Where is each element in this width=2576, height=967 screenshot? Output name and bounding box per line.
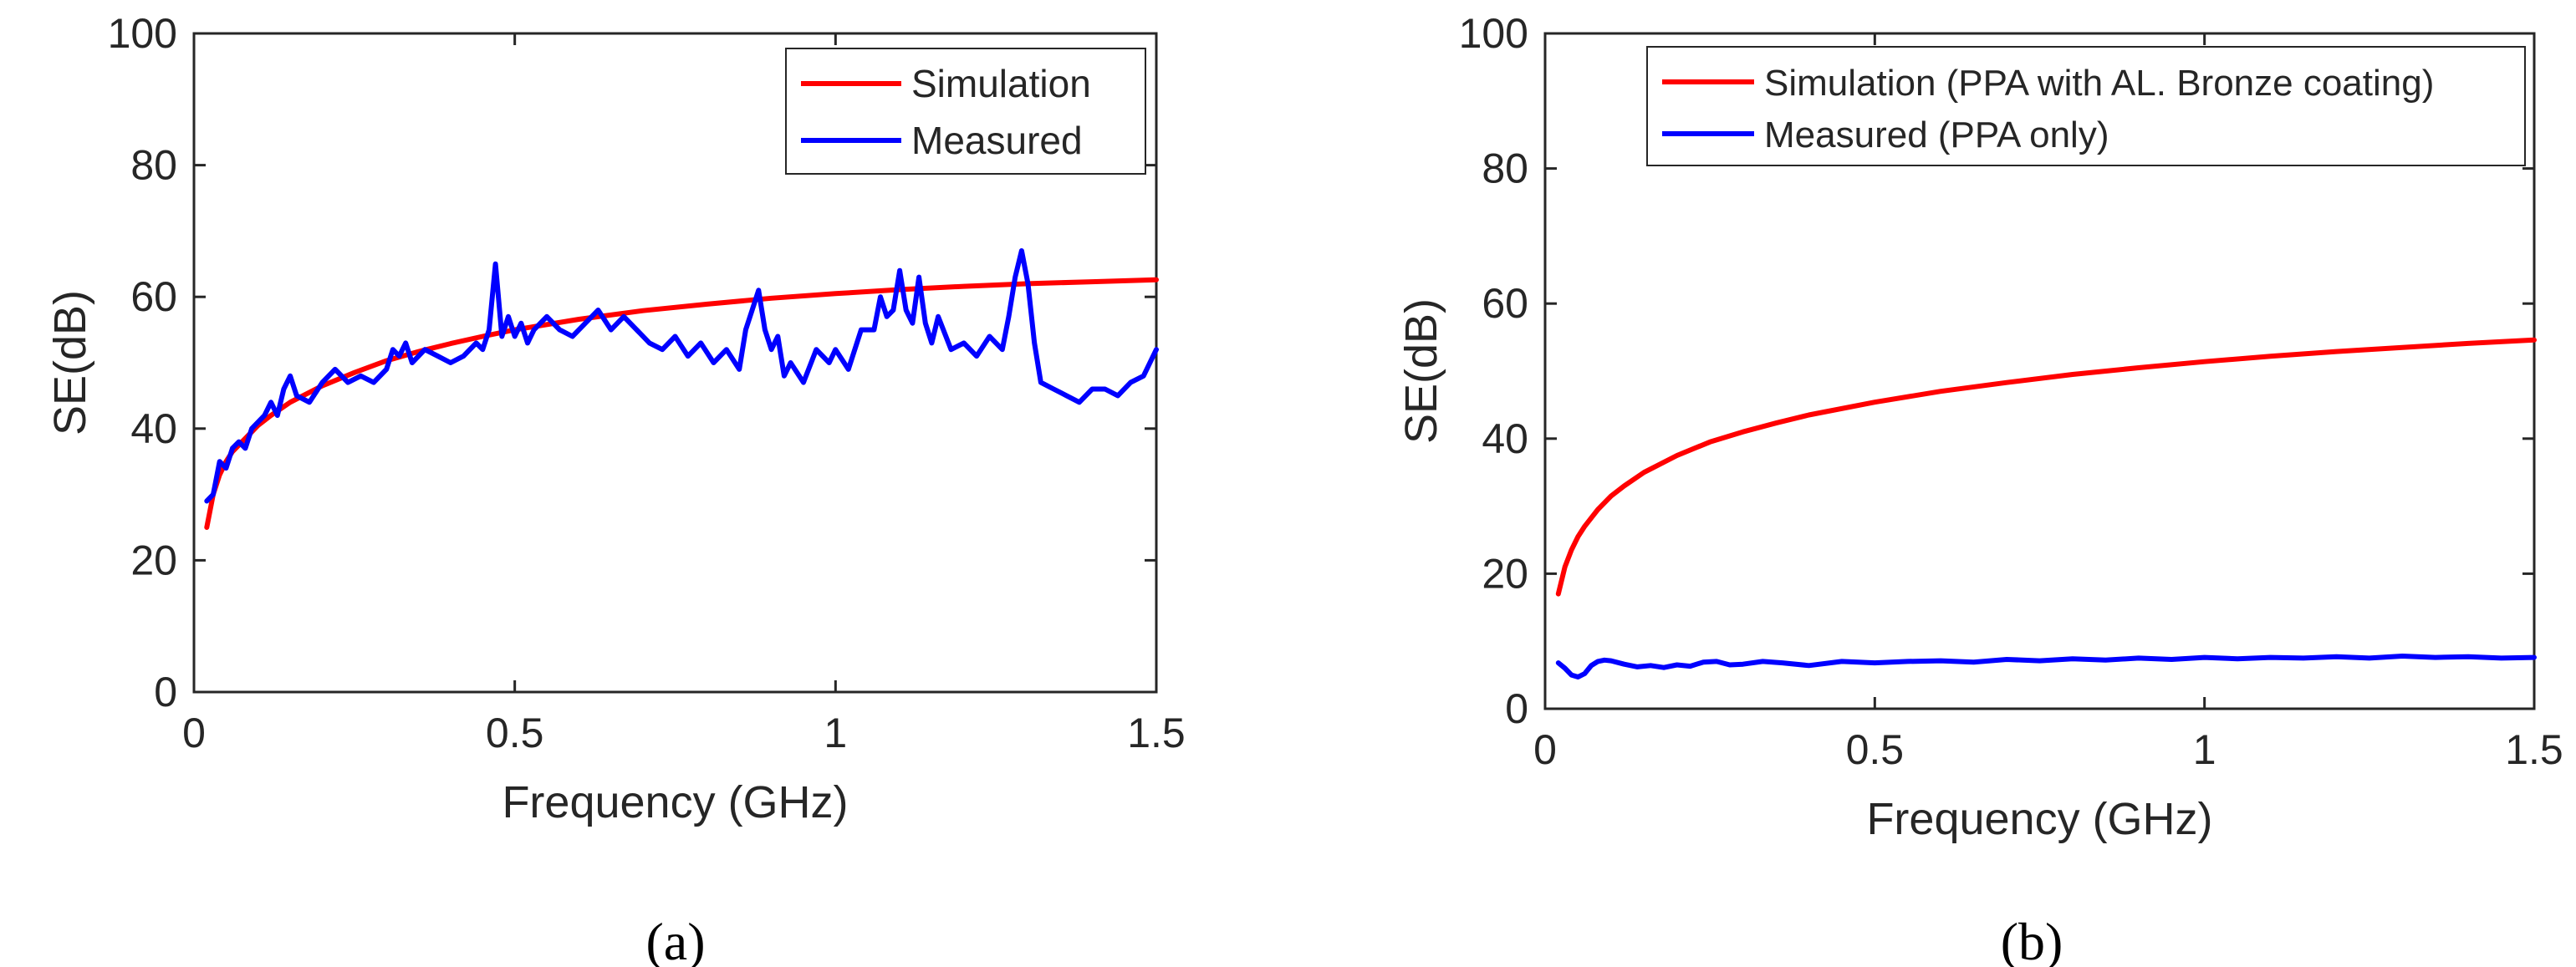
x-axis-label: Frequency (GHz) [502, 777, 848, 827]
y-tick-label: 0 [1505, 685, 1528, 732]
y-tick-label: 0 [154, 669, 177, 715]
legend-label: Simulation [911, 62, 1091, 105]
y-tick-label: 100 [108, 10, 177, 57]
legend-label: Measured (PPA only) [1764, 115, 2109, 155]
x-tick-label: 1.5 [1127, 710, 1186, 756]
x-tick-label: 1.5 [2505, 726, 2563, 773]
y-tick-label: 20 [130, 537, 177, 583]
y-tick-label: 80 [1482, 145, 1528, 192]
y-tick-label: 80 [130, 142, 177, 189]
legend: Simulation Measured [785, 48, 1146, 175]
y-axis-label: SE(dB) [45, 290, 95, 435]
legend-label: Measured [911, 119, 1083, 162]
series-line-measured [204, 248, 1159, 504]
x-tick-label: 1 [2193, 726, 2216, 773]
y-tick-label: 100 [1459, 10, 1528, 57]
y-axis-label: SE(dB) [1396, 298, 1446, 444]
legend: Simulation (PPA with AL. Bronze coating)… [1646, 46, 2526, 166]
y-tick-label: 60 [130, 273, 177, 320]
legend-box [1646, 46, 2526, 166]
y-tick-label: 40 [1482, 415, 1528, 462]
x-tick-label: 0.5 [1846, 726, 1905, 773]
y-tick-label: 40 [130, 405, 177, 452]
legend-label: Simulation (PPA with AL. Bronze coating) [1764, 63, 2434, 104]
series-line-measured [1555, 654, 2537, 679]
y-tick-label: 60 [1482, 280, 1528, 327]
x-tick-label: 0 [1533, 726, 1557, 773]
panel-label: (b) [2001, 912, 2063, 967]
x-tick-label: 0 [182, 710, 206, 756]
series-line-simulation [1555, 337, 2537, 597]
chart-a: 0 0.5 1 1.5 0 20 40 60 80 100 Frequency (GHz) SE(dB… [45, 10, 1186, 967]
x-tick-label: 0.5 [486, 710, 544, 756]
x-axis-label: Frequency (GHz) [1866, 794, 2212, 844]
x-tick-label: 1 [824, 710, 847, 756]
panel-label: (a) [645, 912, 705, 967]
chart-b: 0 0.5 1 1.5 0 20 40 60 80 100 Frequency (GHz) SE(dB… [1396, 10, 2563, 967]
legend-box [785, 48, 1146, 175]
y-tick-label: 20 [1482, 550, 1528, 597]
